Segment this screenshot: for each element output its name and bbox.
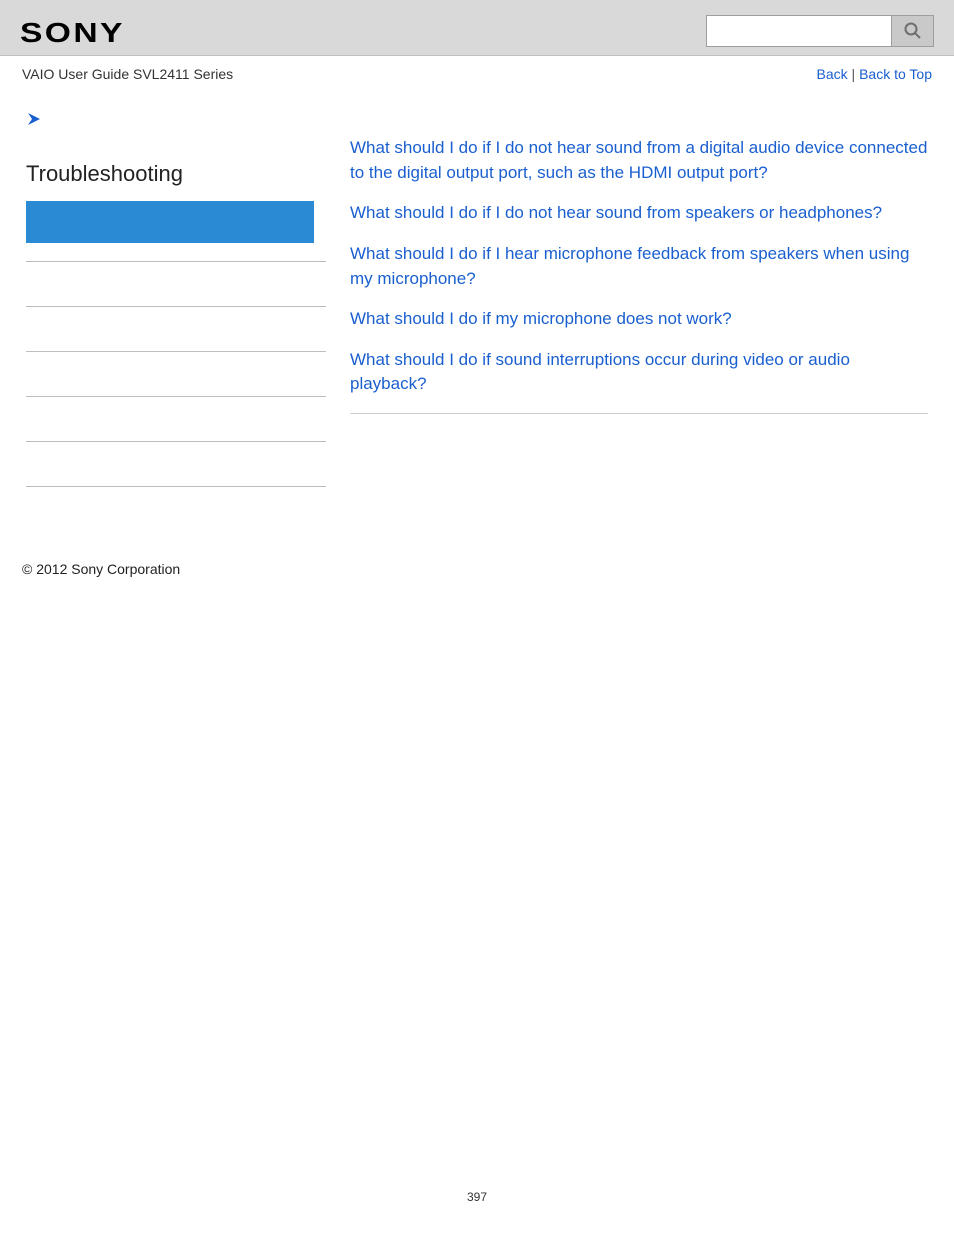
search-icon — [903, 21, 923, 41]
sidebar-title: Troubleshooting — [26, 161, 320, 187]
faq-link[interactable]: What should I do if I do not hear sound … — [350, 201, 928, 226]
page-number: 397 — [0, 1190, 954, 1204]
guide-title: VAIO User Guide SVL2411 Series — [22, 66, 233, 82]
sidebar-divider — [26, 486, 326, 487]
back-to-top-link[interactable]: Back to Top — [859, 66, 932, 82]
sidebar-active-item[interactable] — [26, 201, 314, 243]
sidebar: Troubleshooting — [0, 90, 320, 531]
sidebar-divider — [26, 351, 326, 352]
chevron-right-icon[interactable] — [26, 110, 320, 133]
sidebar-divider — [26, 441, 326, 442]
search-wrap — [706, 15, 934, 55]
main-content: What should I do if I do not hear sound … — [320, 90, 954, 531]
faq-link[interactable]: What should I do if I do not hear sound … — [350, 136, 928, 185]
sidebar-divider — [26, 261, 326, 262]
search-button[interactable] — [892, 15, 934, 47]
body-row: Troubleshooting What should I do if I do… — [0, 90, 954, 531]
faq-link[interactable]: What should I do if my microphone does n… — [350, 307, 928, 332]
footer: © 2012 Sony Corporation — [0, 531, 954, 607]
nav-links: Back | Back to Top — [817, 66, 932, 82]
top-bar: SONY — [0, 0, 954, 56]
copyright-text: © 2012 Sony Corporation — [22, 561, 180, 577]
page-root: SONY VAIO User Guide SVL2411 Series Back… — [0, 0, 954, 1235]
main-divider — [350, 413, 928, 414]
sub-header: VAIO User Guide SVL2411 Series Back | Ba… — [0, 56, 954, 90]
back-link[interactable]: Back — [817, 66, 848, 82]
faq-link[interactable]: What should I do if sound interruptions … — [350, 348, 928, 397]
faq-link[interactable]: What should I do if I hear microphone fe… — [350, 242, 928, 291]
sidebar-divider — [26, 306, 326, 307]
search-input[interactable] — [706, 15, 892, 47]
nav-separator: | — [848, 66, 859, 82]
sidebar-divider — [26, 396, 326, 397]
sony-logo: SONY — [20, 17, 125, 55]
